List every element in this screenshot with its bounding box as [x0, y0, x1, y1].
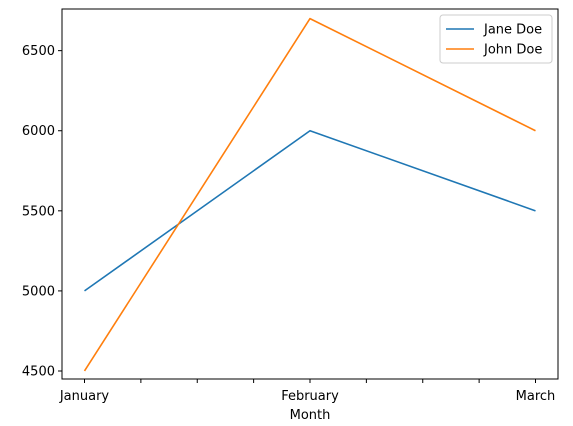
legend: Jane Doe John Doe	[439, 14, 553, 64]
series-line-1	[83, 17, 536, 372]
legend-box	[439, 14, 553, 64]
y-tick-label: 6500	[22, 44, 55, 59]
x-tick-label: March	[516, 389, 556, 404]
y-tick-label: 6000	[22, 124, 55, 139]
legend-label: Jane Doe	[483, 23, 542, 38]
y-tick-label: 5000	[22, 284, 55, 299]
y-tick-label: 5500	[22, 204, 55, 219]
plot-frame	[61, 8, 559, 380]
x-axis: January February March	[59, 379, 555, 404]
y-axis: 4500 5000 5500 6000 6500	[22, 44, 62, 379]
x-axis-label: Month	[290, 408, 331, 423]
series-line-0	[84, 129, 536, 292]
x-tick-label: January	[59, 389, 110, 404]
plot-lines	[83, 17, 536, 372]
legend-label: John Doe	[483, 43, 542, 58]
y-tick-label: 4500	[22, 364, 55, 379]
x-tick-label: February	[281, 389, 339, 404]
